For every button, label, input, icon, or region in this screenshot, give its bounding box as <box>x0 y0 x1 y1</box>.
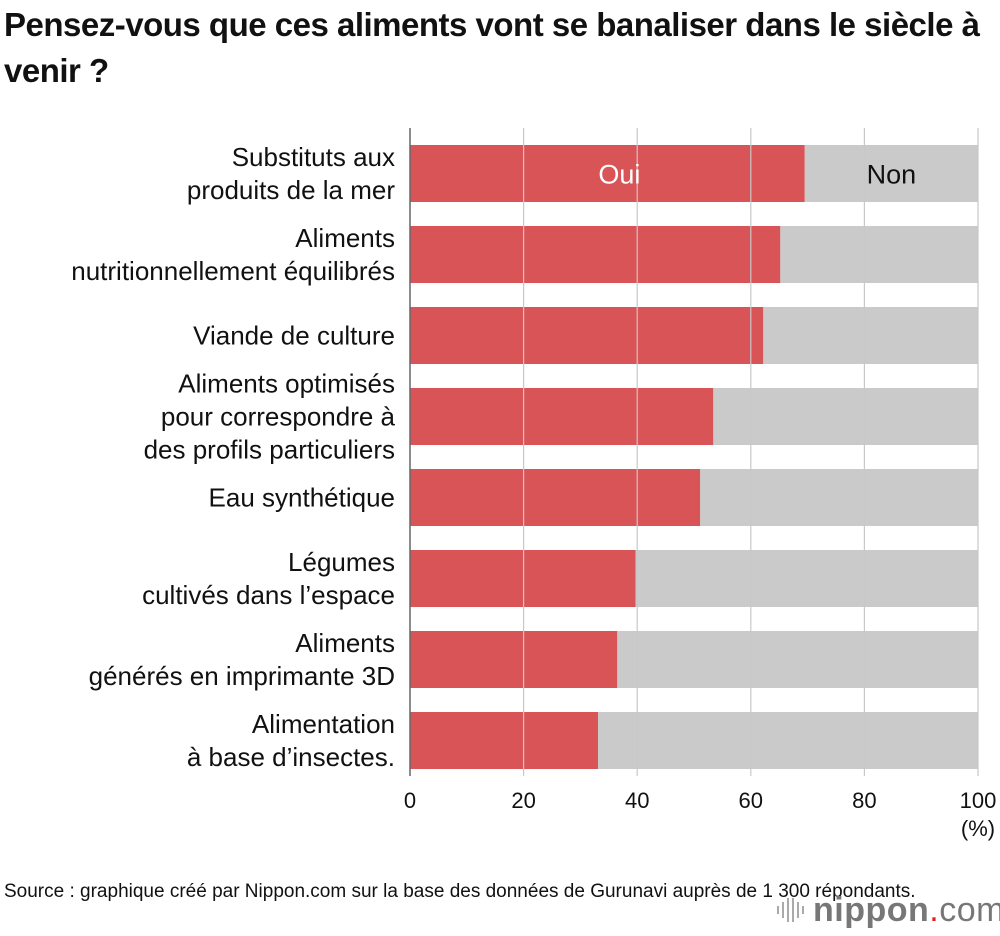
bar-oui <box>410 388 714 445</box>
bar-oui <box>410 145 805 202</box>
category-label: Aliments optimisés <box>178 369 395 399</box>
logo-dot: . <box>929 890 940 929</box>
bar-oui <box>410 307 764 364</box>
bar-non <box>780 226 978 283</box>
category-label: Viande de culture <box>193 321 395 351</box>
x-tick-label: 40 <box>625 788 649 813</box>
category-label: générés en imprimante 3D <box>89 661 395 691</box>
category-label: nutritionnellement équilibrés <box>71 256 395 286</box>
x-tick-label: 20 <box>511 788 535 813</box>
bar-non <box>763 307 978 364</box>
logo-bars-icon <box>777 898 804 922</box>
category-label: pour correspondre à <box>161 402 396 432</box>
chart-title: Pensez-vous que ces aliments vont se ban… <box>4 6 980 89</box>
bar-non <box>804 145 978 202</box>
category-label: produits de la mer <box>187 175 395 205</box>
category-label: à base d’insectes. <box>187 742 395 772</box>
logo-suffix: com <box>939 890 1000 929</box>
bar-non <box>635 550 978 607</box>
legend-non: Non <box>867 160 917 190</box>
bar-non <box>700 469 978 526</box>
x-unit-label: (%) <box>961 816 995 841</box>
bar-oui <box>410 550 636 607</box>
bar-oui <box>410 469 701 526</box>
bar-oui <box>410 631 618 688</box>
category-label: Alimentation <box>252 709 395 739</box>
logo-text: nippon <box>813 890 930 929</box>
category-label: des profils particuliers <box>144 435 395 465</box>
bar-non <box>598 712 978 769</box>
category-label: Aliments <box>295 628 395 658</box>
x-tick-label: 60 <box>739 788 763 813</box>
legend-oui: Oui <box>598 160 640 190</box>
category-label: Aliments <box>295 223 395 253</box>
x-tick-label: 100 <box>960 788 997 813</box>
category-label: cultivés dans l’espace <box>142 580 395 610</box>
source-note: Source : graphique créé par Nippon.com s… <box>4 881 916 902</box>
category-label: Eau synthétique <box>209 483 395 513</box>
x-tick-label: 0 <box>404 788 416 813</box>
bar-non <box>617 631 978 688</box>
bar-non <box>713 388 978 445</box>
category-label: Substituts aux <box>232 142 395 172</box>
x-tick-label: 80 <box>852 788 876 813</box>
nippon-logo: nippon.com <box>775 890 1000 930</box>
category-label: Légumes <box>288 547 395 577</box>
bar-oui <box>410 712 599 769</box>
bar-oui <box>410 226 781 283</box>
